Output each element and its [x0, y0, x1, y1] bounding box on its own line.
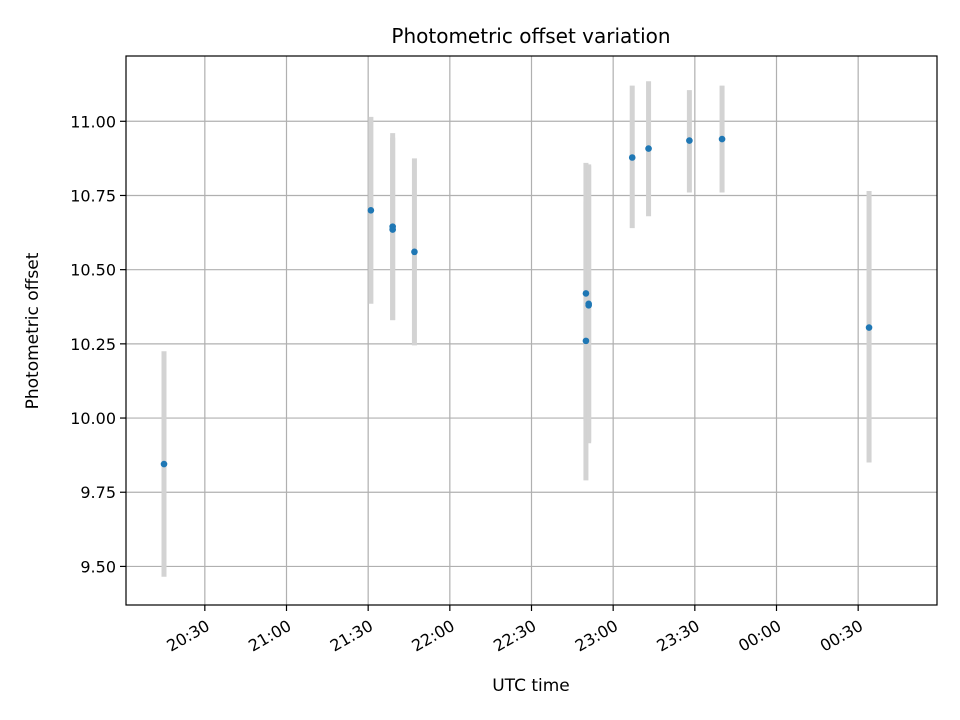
x-axis: 20:30 21:00 21:30 22:00 22:30 23:00 23:30 00:00…	[163, 605, 866, 656]
y-tick-label: 9.50	[80, 557, 116, 576]
data-point	[585, 301, 592, 309]
data-point	[582, 337, 590, 345]
x-tick-label: 21:30	[327, 616, 376, 656]
errorbar-layer	[161, 81, 872, 577]
y-tick-label: 11.00	[70, 112, 116, 131]
x-tick-label: 22:30	[490, 616, 539, 656]
y-tick-label: 10.25	[70, 335, 116, 354]
y-tick-label: 10.75	[70, 186, 116, 205]
point-layer	[160, 135, 873, 468]
data-point	[367, 207, 375, 214]
x-axis-label: UTC time	[492, 676, 570, 696]
x-tick-label: 20:30	[163, 616, 212, 656]
y-tick-label: 9.75	[80, 483, 116, 502]
x-tick-label: 23:30	[653, 616, 702, 656]
x-tick-label: 22:00	[408, 616, 457, 656]
grid-layer	[126, 56, 937, 605]
data-point	[628, 154, 636, 161]
x-tick-label: 00:00	[735, 616, 784, 656]
data-point	[582, 290, 590, 297]
y-tick-label: 10.50	[70, 261, 116, 280]
data-point	[389, 226, 396, 233]
y-tick-label: 10.00	[70, 409, 116, 428]
x-tick-label: 00:30	[817, 616, 866, 656]
chart-title: Photometric offset variation	[391, 24, 670, 48]
data-point	[645, 145, 652, 152]
data-point	[686, 137, 693, 144]
x-tick-label: 23:00	[572, 616, 621, 656]
data-point	[865, 324, 873, 331]
x-tick-label: 21:00	[245, 616, 294, 656]
data-point	[718, 135, 726, 143]
data-point	[411, 248, 418, 256]
data-point	[160, 460, 168, 468]
y-axis-label: Photometric offset	[23, 252, 43, 409]
y-axis: 9.50 9.75 10.00 10.25 10.50 10.75 11.00	[70, 112, 126, 576]
